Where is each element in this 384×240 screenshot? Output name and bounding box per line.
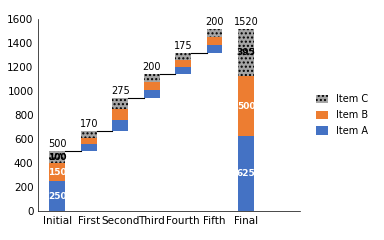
Bar — [175, 60, 191, 67]
Bar — [175, 67, 191, 74]
Text: 150: 150 — [48, 168, 66, 177]
Bar — [144, 82, 159, 90]
Text: 170: 170 — [79, 119, 98, 129]
Bar — [113, 98, 128, 109]
Bar — [113, 109, 128, 120]
Text: 395: 395 — [237, 48, 255, 57]
Bar — [81, 144, 97, 151]
Bar — [207, 37, 222, 45]
Bar — [207, 45, 222, 53]
Bar — [113, 120, 128, 131]
Bar — [207, 29, 222, 37]
Text: 500: 500 — [237, 102, 255, 111]
Text: 250: 250 — [48, 192, 66, 201]
Bar — [50, 151, 65, 163]
Bar — [81, 138, 97, 144]
Bar — [144, 74, 159, 82]
Text: 175: 175 — [174, 41, 192, 51]
Bar — [81, 131, 97, 138]
Bar — [144, 90, 159, 98]
Text: 200: 200 — [142, 62, 161, 72]
Bar — [50, 181, 65, 211]
Text: 1520: 1520 — [233, 17, 258, 27]
Text: 100: 100 — [48, 153, 66, 162]
Legend: Item C, Item B, Item A: Item C, Item B, Item A — [316, 94, 368, 136]
Bar — [238, 136, 254, 211]
Bar — [50, 163, 65, 181]
Bar — [175, 53, 191, 60]
Text: 625: 625 — [237, 169, 255, 178]
Bar — [238, 76, 254, 136]
Bar — [238, 29, 254, 76]
Text: 200: 200 — [205, 17, 224, 27]
Text: 500: 500 — [48, 139, 66, 149]
Text: 275: 275 — [111, 86, 129, 96]
